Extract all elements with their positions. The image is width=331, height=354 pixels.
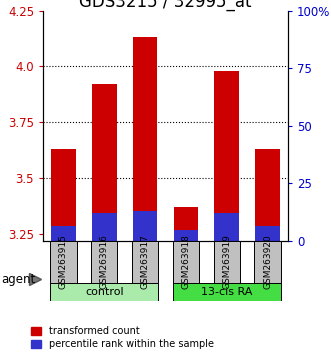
Bar <box>50 283 158 301</box>
Bar <box>51 226 76 241</box>
Text: GSM263917: GSM263917 <box>141 234 150 289</box>
Bar <box>132 241 158 283</box>
Text: GSM263915: GSM263915 <box>59 234 68 289</box>
Bar <box>255 241 281 283</box>
Text: GSM263919: GSM263919 <box>222 234 231 289</box>
Text: GSM263918: GSM263918 <box>181 234 190 289</box>
Bar <box>255 149 280 241</box>
Bar <box>91 241 117 283</box>
Legend: transformed count, percentile rank within the sample: transformed count, percentile rank withi… <box>31 326 214 349</box>
Bar <box>214 213 239 241</box>
Text: control: control <box>85 287 123 297</box>
Bar <box>133 38 157 241</box>
Bar <box>92 213 117 241</box>
Text: GSM263920: GSM263920 <box>263 234 272 289</box>
Bar <box>214 241 240 283</box>
Bar <box>173 283 281 301</box>
Bar <box>133 211 157 241</box>
Bar <box>214 71 239 241</box>
Bar <box>173 241 199 283</box>
Bar <box>92 84 117 241</box>
Text: 13-cis RA: 13-cis RA <box>201 287 253 297</box>
Bar <box>50 241 76 283</box>
Bar <box>174 207 198 241</box>
Title: GDS3215 / 32995_at: GDS3215 / 32995_at <box>79 0 252 11</box>
Bar <box>51 149 76 241</box>
Bar <box>255 226 280 241</box>
Text: agent: agent <box>2 273 36 286</box>
Text: GSM263916: GSM263916 <box>100 234 109 289</box>
Bar <box>174 229 198 241</box>
